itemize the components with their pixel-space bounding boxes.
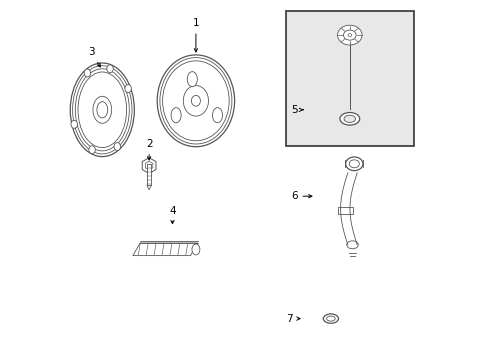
Ellipse shape [97,102,107,118]
Bar [285,11,413,146]
Bar [146,164,151,185]
Ellipse shape [212,108,222,123]
Ellipse shape [192,244,200,255]
Ellipse shape [157,55,234,147]
Ellipse shape [339,112,359,125]
Ellipse shape [345,157,362,171]
Text: 7: 7 [285,314,300,324]
Ellipse shape [344,115,355,122]
Text: 5: 5 [290,105,303,115]
Ellipse shape [347,34,351,37]
Ellipse shape [346,241,358,249]
Text: 4: 4 [169,206,176,224]
Text: 1: 1 [192,18,199,52]
Ellipse shape [337,25,361,45]
Text: 3: 3 [88,47,100,67]
Polygon shape [145,161,153,170]
Ellipse shape [348,160,359,168]
Text: 6: 6 [290,191,311,201]
Ellipse shape [124,85,131,93]
Ellipse shape [89,146,95,154]
Ellipse shape [84,69,90,77]
Ellipse shape [70,63,134,157]
Ellipse shape [171,108,181,123]
Ellipse shape [106,65,113,73]
Polygon shape [142,158,156,174]
Ellipse shape [323,314,338,323]
Ellipse shape [71,120,77,128]
Ellipse shape [187,72,197,87]
Bar [337,207,352,214]
Ellipse shape [326,316,335,321]
Ellipse shape [93,96,111,123]
Text: 2: 2 [145,139,152,160]
Ellipse shape [343,30,355,40]
Ellipse shape [114,143,120,150]
Polygon shape [133,243,197,256]
